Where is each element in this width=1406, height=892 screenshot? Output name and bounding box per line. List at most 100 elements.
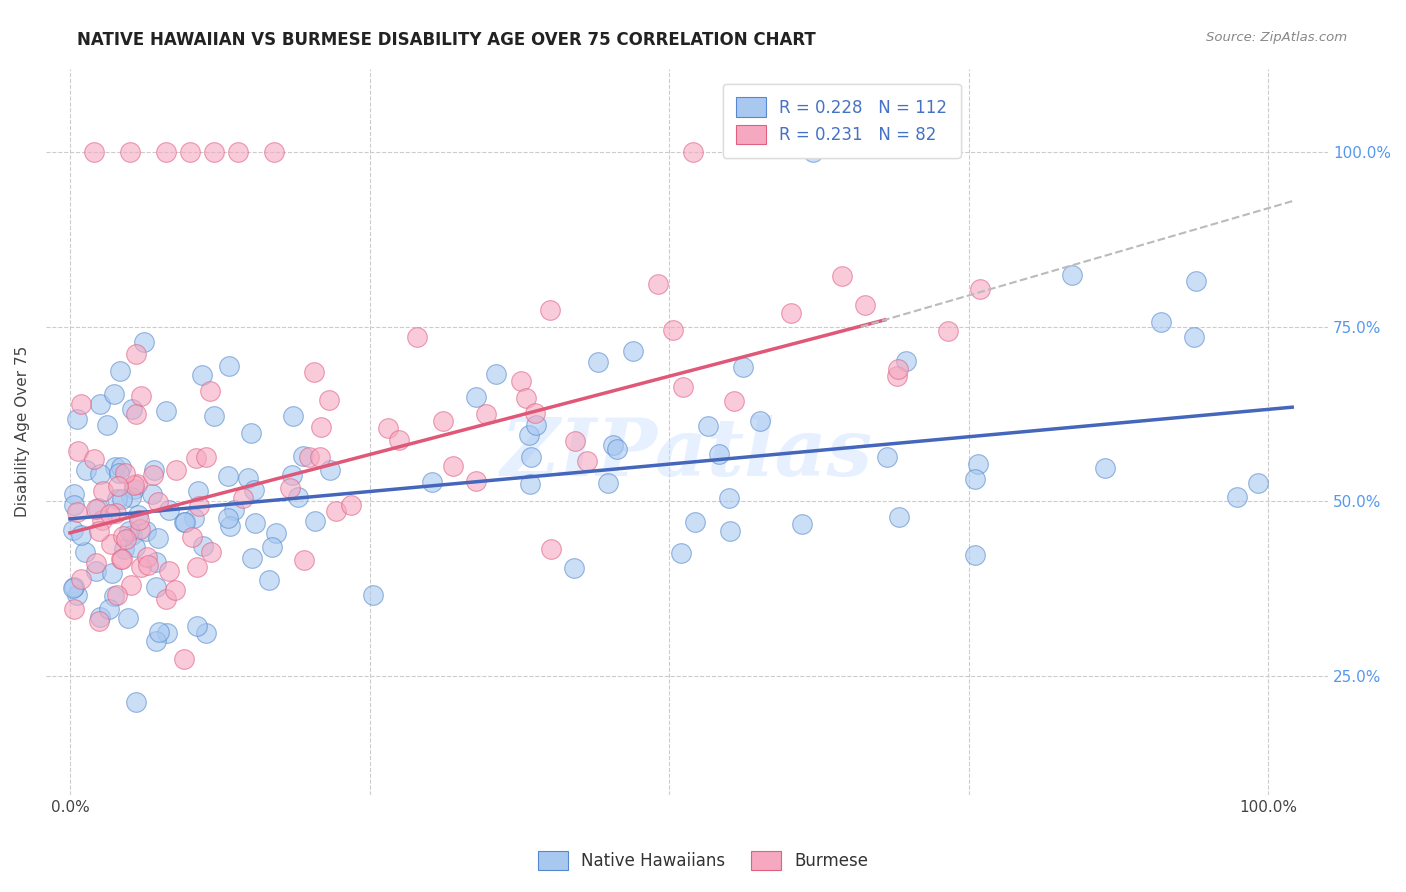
Point xyxy=(464,390,486,404)
Point xyxy=(790,517,813,532)
Point xyxy=(75,545,97,559)
Point xyxy=(1094,461,1116,475)
Point xyxy=(111,491,134,506)
Point xyxy=(186,618,208,632)
Point xyxy=(887,362,910,376)
Point xyxy=(110,551,132,566)
Point xyxy=(340,498,363,512)
Point xyxy=(103,387,125,401)
Point xyxy=(112,541,135,556)
Point xyxy=(121,401,143,416)
Point xyxy=(886,368,908,383)
Point xyxy=(83,451,105,466)
Point xyxy=(108,364,131,378)
Point xyxy=(311,420,333,434)
Point xyxy=(733,359,755,374)
Point xyxy=(87,524,110,538)
Point xyxy=(723,394,745,409)
Point xyxy=(257,573,280,587)
Point xyxy=(217,510,239,524)
Point xyxy=(111,529,134,543)
Point xyxy=(62,487,84,501)
Point xyxy=(388,433,411,447)
Point xyxy=(318,393,340,408)
Legend: R = 0.228   N = 112, R = 0.231   N = 82: R = 0.228 N = 112, R = 0.231 N = 82 xyxy=(723,84,960,158)
Point xyxy=(62,523,84,537)
Point xyxy=(1150,315,1173,329)
Point xyxy=(606,442,628,456)
Text: NATIVE HAWAIIAN VS BURMESE DISABILITY AGE OVER 75 CORRELATION CHART: NATIVE HAWAIIAN VS BURMESE DISABILITY AG… xyxy=(77,31,815,49)
Point xyxy=(105,506,128,520)
Point xyxy=(420,475,443,490)
Point xyxy=(155,591,177,606)
Point xyxy=(291,449,314,463)
Point xyxy=(138,558,160,573)
Point xyxy=(146,495,169,509)
Point xyxy=(232,491,254,506)
Point xyxy=(187,484,209,499)
Point xyxy=(115,533,138,547)
Point xyxy=(66,411,89,425)
Point xyxy=(240,426,263,441)
Text: ZIPatlas: ZIPatlas xyxy=(501,415,873,492)
Point xyxy=(218,359,240,374)
Legend: Native Hawaiians, Burmese: Native Hawaiians, Burmese xyxy=(531,844,875,877)
Point xyxy=(262,540,284,554)
Point xyxy=(304,514,326,528)
Point xyxy=(89,397,111,411)
Point xyxy=(1226,490,1249,504)
Point xyxy=(117,524,139,538)
Point xyxy=(682,145,704,160)
Point xyxy=(281,409,304,423)
Point xyxy=(894,354,917,368)
Point xyxy=(280,467,302,482)
Point xyxy=(278,481,301,495)
Point xyxy=(155,404,177,418)
Point xyxy=(749,414,772,428)
Point xyxy=(186,560,208,574)
Point xyxy=(236,471,259,485)
Point xyxy=(142,467,165,482)
Point xyxy=(363,588,385,602)
Point xyxy=(801,145,824,160)
Point xyxy=(190,368,212,382)
Point xyxy=(145,555,167,569)
Point xyxy=(70,528,93,542)
Y-axis label: Disability Age Over 75: Disability Age Over 75 xyxy=(15,346,30,517)
Point xyxy=(1184,274,1206,288)
Point xyxy=(202,145,225,160)
Point xyxy=(135,524,157,538)
Point xyxy=(240,550,263,565)
Point xyxy=(89,467,111,481)
Point xyxy=(114,467,136,481)
Point xyxy=(107,479,129,493)
Point xyxy=(524,406,547,420)
Point xyxy=(1247,476,1270,491)
Point xyxy=(105,588,128,602)
Point xyxy=(195,626,218,640)
Point xyxy=(173,652,195,666)
Point xyxy=(524,417,547,432)
Point xyxy=(509,375,531,389)
Point xyxy=(180,529,202,543)
Point xyxy=(662,323,685,337)
Point xyxy=(108,466,131,480)
Point xyxy=(100,536,122,550)
Point xyxy=(62,580,84,594)
Point xyxy=(83,145,105,160)
Point xyxy=(125,477,148,491)
Text: Source: ZipAtlas.com: Source: ZipAtlas.com xyxy=(1206,31,1347,45)
Point xyxy=(75,463,97,477)
Point xyxy=(187,499,209,513)
Point xyxy=(129,389,152,403)
Point xyxy=(66,588,89,602)
Point xyxy=(157,503,180,517)
Point xyxy=(128,521,150,535)
Point xyxy=(519,450,541,464)
Point xyxy=(602,438,624,452)
Point xyxy=(165,463,187,477)
Point xyxy=(84,564,107,578)
Point xyxy=(101,566,124,580)
Point xyxy=(485,368,508,382)
Point xyxy=(515,391,537,405)
